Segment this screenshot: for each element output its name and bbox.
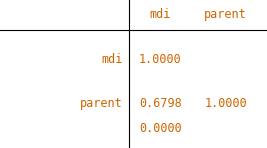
Text: mdi: mdi	[101, 53, 123, 66]
Text: 0.6798: 0.6798	[139, 97, 182, 110]
Text: 0.0000: 0.0000	[139, 122, 182, 135]
Text: 1.0000: 1.0000	[139, 53, 182, 66]
Text: parent: parent	[80, 97, 123, 110]
Text: 1.0000: 1.0000	[204, 97, 247, 110]
Text: parent: parent	[204, 8, 247, 21]
Text: mdi: mdi	[150, 8, 171, 21]
